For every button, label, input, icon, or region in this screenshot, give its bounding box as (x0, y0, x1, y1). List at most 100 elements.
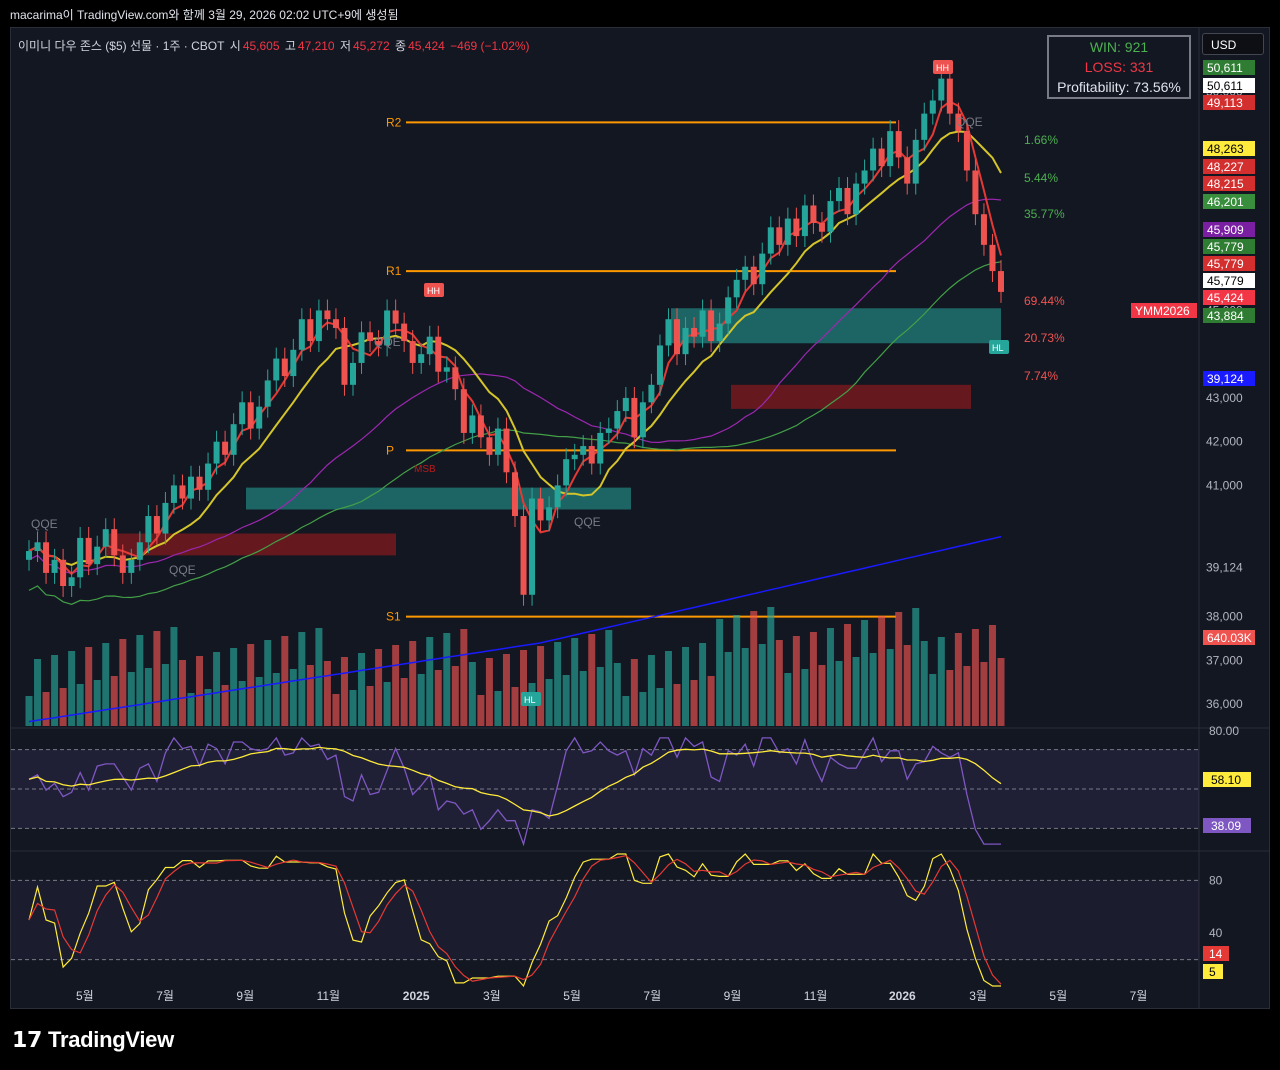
candle-body (503, 428, 510, 473)
candle-body (264, 380, 271, 407)
candle-body (801, 205, 808, 237)
candle-body (222, 441, 229, 455)
volume-bar (68, 651, 76, 726)
price-tick: 36,000 (1206, 697, 1243, 711)
candle-body (648, 384, 655, 403)
tradingview-mark-icon: 𝟭𝟳 (12, 1027, 43, 1052)
candle-body (759, 253, 766, 285)
pivot-label-p: P (386, 443, 394, 457)
candle-body (196, 476, 203, 490)
candle-body (784, 218, 791, 245)
price-badge (1203, 176, 1255, 191)
candle-body (205, 463, 212, 490)
candle-body (341, 327, 348, 385)
candle-body (904, 157, 911, 184)
volume-bar (784, 673, 792, 726)
candle-body (486, 437, 493, 455)
price-badge-text: 48,263 (1207, 142, 1244, 156)
volume-bar (596, 667, 604, 726)
candle-body (494, 428, 501, 455)
volume-bar (690, 680, 698, 726)
volume-bar (844, 624, 852, 726)
volume-bar (980, 662, 988, 726)
marker-hl: HL (992, 343, 1004, 353)
volume-bar (826, 628, 834, 726)
volume-bar (494, 691, 502, 726)
candle-body (989, 244, 996, 272)
candle-body (128, 559, 135, 573)
volume-bar (144, 668, 152, 726)
volume-bar (903, 645, 911, 726)
price-badge-text: 45,779 (1207, 240, 1244, 254)
volume-bar (221, 685, 229, 726)
volume-bar (630, 659, 638, 726)
candle-body (520, 516, 527, 595)
symbol-name[interactable]: 이미니 다우 존스 ($5) 선물 · 1주 · CBOT (18, 39, 225, 53)
tradingview-logo-text: TradingView (48, 1027, 174, 1052)
candle-body (656, 345, 663, 385)
price-badge (1203, 630, 1255, 645)
volume-bar (852, 657, 860, 726)
candle-body (401, 323, 408, 342)
volume-bar (724, 652, 732, 726)
volume-bar (247, 644, 255, 726)
price-badge-text: 43,884 (1207, 309, 1244, 323)
candle-body (102, 529, 109, 547)
volume-bar (434, 670, 442, 726)
volume-bar (733, 615, 741, 726)
volume-bar (42, 692, 50, 726)
currency-button[interactable]: USD (1202, 33, 1264, 55)
win-count: WIN: 921 (1089, 39, 1149, 55)
volume-bar (912, 608, 920, 726)
volume-bar (929, 674, 937, 726)
price-badge-text: 45,909 (1207, 223, 1244, 237)
percent-label: 7.74% (1024, 369, 1058, 383)
stoch-band (11, 880, 1199, 960)
volume-bar (673, 684, 681, 726)
price-badge (1203, 222, 1255, 237)
price-tick: 38,000 (1206, 610, 1243, 624)
volume-bar (25, 696, 33, 726)
candle-body (631, 397, 638, 438)
price-badge (1203, 256, 1255, 271)
candle-body (691, 327, 698, 337)
candle-body (34, 542, 41, 552)
candle-body (878, 148, 885, 167)
time-tick: 3월 (483, 989, 501, 1003)
volume-bar (443, 633, 451, 726)
chart-panel[interactable]: R2 R1 P S1 HH HH QQE QQE QQE QQE QQE MSB HL HL 1.66% 5.… (10, 27, 1270, 1009)
price-tick: 39,124 (1206, 560, 1243, 574)
candle-body (929, 100, 936, 114)
tradingview-logo[interactable]: 𝟭𝟳 TradingView (12, 1027, 174, 1053)
volume-bar (741, 648, 749, 726)
stoch-k-badge (1203, 946, 1229, 961)
rsi-value: 38.09 (1211, 819, 1241, 833)
candle-body (614, 411, 621, 429)
candle-body (733, 279, 740, 298)
volume-bar (750, 611, 758, 726)
candle-body (605, 428, 612, 433)
time-tick: 3월 (969, 989, 987, 1003)
candle-body (60, 559, 67, 587)
volume-bar (997, 658, 1005, 726)
volume-bar (196, 656, 204, 726)
candle-body (818, 222, 825, 232)
volume-bar (255, 677, 263, 726)
volume-bar (477, 695, 485, 726)
volume-bar (895, 612, 903, 726)
percent-label: 20.73% (1024, 331, 1065, 345)
chart-canvas[interactable]: R2 R1 P S1 HH HH QQE QQE QQE QQE QQE MSB HL HL 1.66% 5.… (11, 28, 1269, 1008)
price-badge-text: 49,113 (1207, 96, 1243, 110)
candle-body (963, 131, 970, 171)
volume-bar (332, 694, 340, 726)
marker-hh: HH (427, 286, 440, 296)
volume-bar (375, 649, 383, 726)
price-badge-text: 50,611 (1207, 79, 1243, 93)
candle-body (375, 341, 382, 346)
volume-bar (170, 627, 178, 726)
demand-zone (246, 487, 631, 510)
volume-bar (102, 643, 110, 726)
volume-bar (579, 671, 587, 726)
candle-body (324, 310, 331, 320)
